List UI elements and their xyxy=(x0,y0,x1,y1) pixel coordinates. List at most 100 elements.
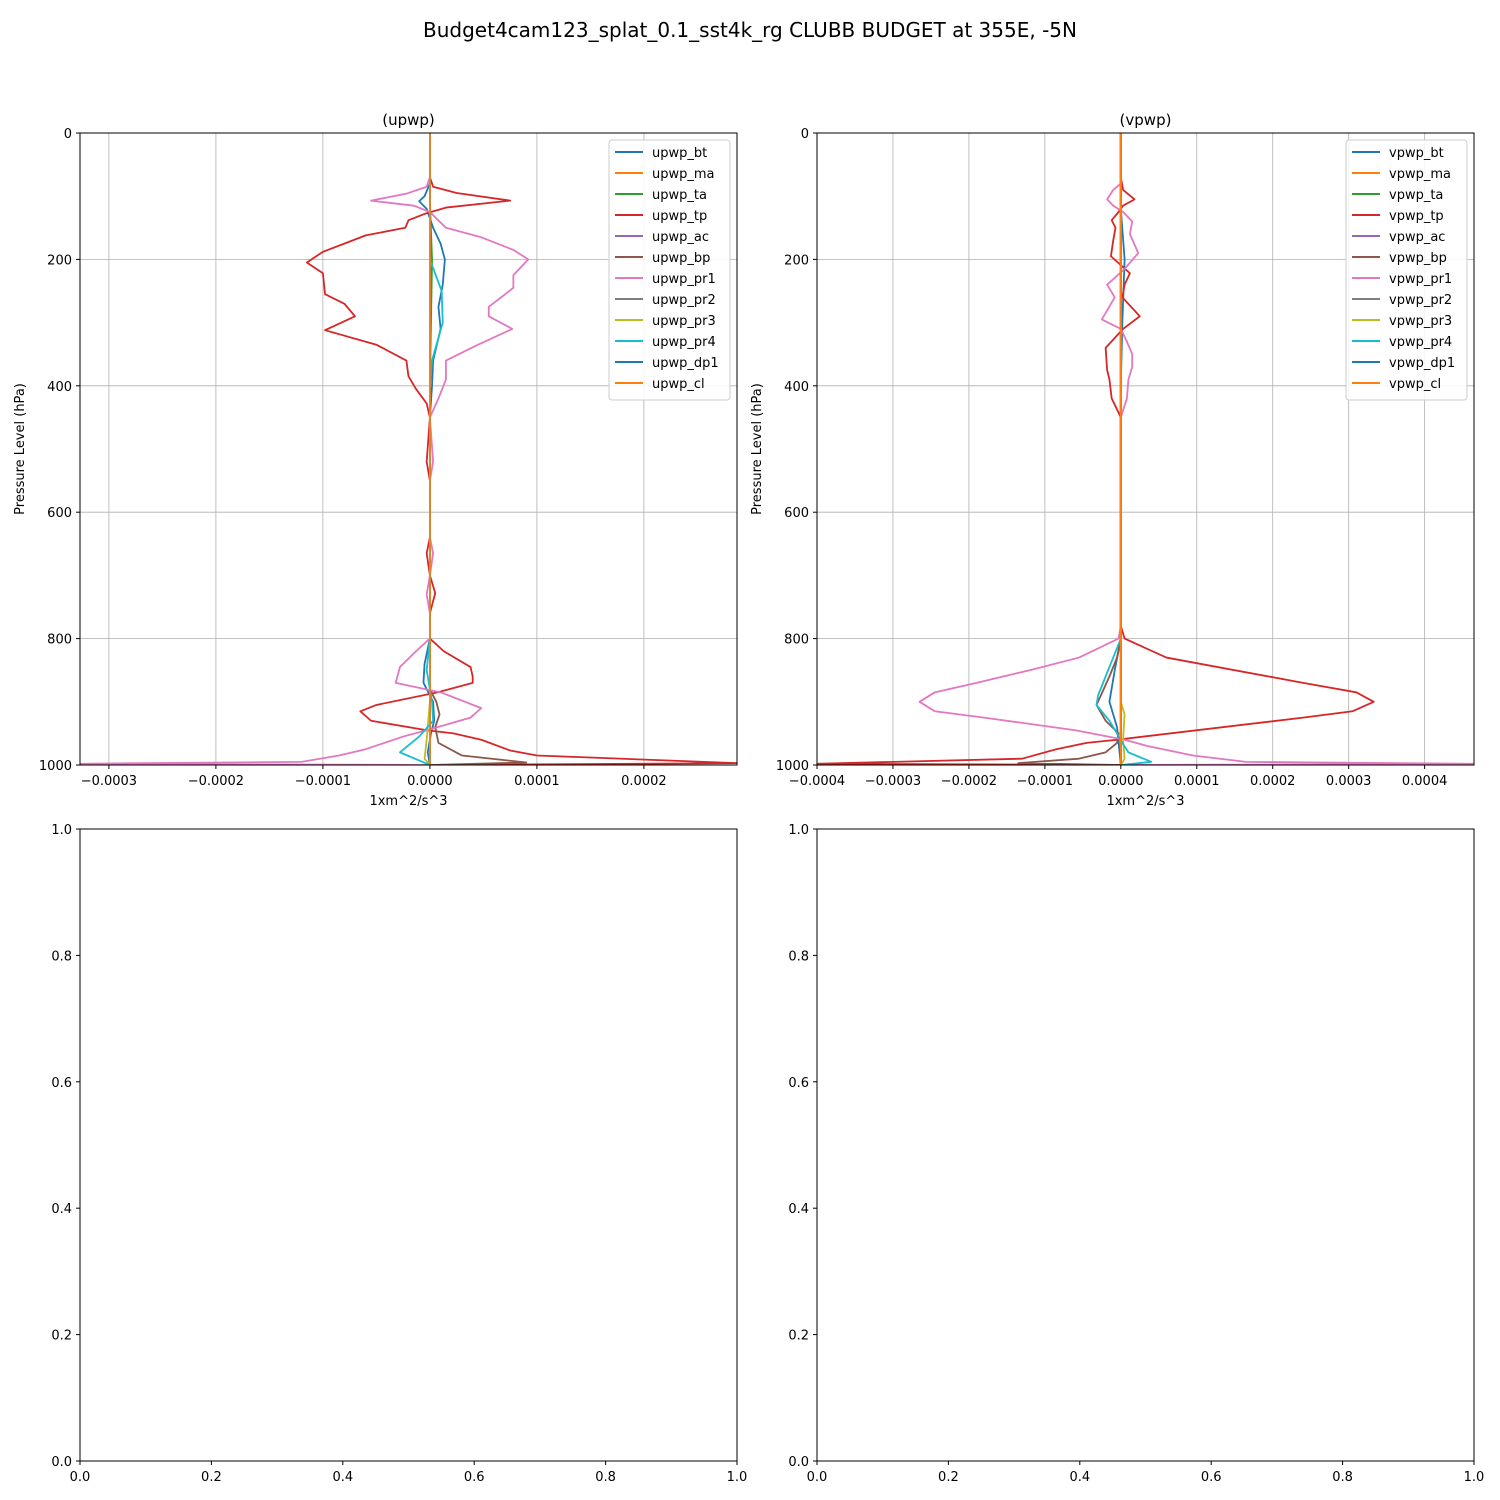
y-tick-label: 200 xyxy=(784,253,809,268)
series-group xyxy=(817,133,1474,765)
x-tick-label: 0.0004 xyxy=(1402,774,1448,789)
x-tick-label: 0.0002 xyxy=(621,774,667,789)
y-tick-label: 0.0 xyxy=(788,1455,809,1470)
x-tick-label: 0.0002 xyxy=(1250,774,1296,789)
legend-label-upwp_pr2: upwp_pr2 xyxy=(652,293,716,308)
x-tick-label: 0.8 xyxy=(1332,1470,1353,1485)
legend-label-vpwp_dp1: vpwp_dp1 xyxy=(1389,356,1455,371)
legend-label-vpwp_pr4: vpwp_pr4 xyxy=(1389,335,1452,350)
legend-label-vpwp_bp: vpwp_bp xyxy=(1389,251,1447,266)
series-line-vpwp_tp xyxy=(817,133,1375,765)
legend-label-vpwp_ta: vpwp_ta xyxy=(1389,188,1443,203)
x-tick-label: 0.6 xyxy=(464,1470,485,1485)
y-tick-label: 1.0 xyxy=(51,823,72,838)
y-axis-label: Pressure Level (hPa) xyxy=(13,383,28,515)
panel-title: (vpwp) xyxy=(1120,111,1172,129)
x-axis-label: 1xm^2/s^3 xyxy=(369,794,447,809)
y-tick-label: 0.4 xyxy=(51,1202,72,1217)
x-tick-label: 0.0 xyxy=(807,1470,828,1485)
legend-label-vpwp_ma: vpwp_ma xyxy=(1389,167,1451,182)
y-tick-label: 0.8 xyxy=(788,949,809,964)
y-tick-label: 200 xyxy=(47,253,72,268)
y-tick-label: 0.4 xyxy=(788,1202,809,1217)
y-tick-label: 0.8 xyxy=(51,949,72,964)
legend-box xyxy=(1345,139,1468,401)
legend-label-upwp_dp1: upwp_dp1 xyxy=(652,356,719,371)
legend-label-upwp_pr1: upwp_pr1 xyxy=(652,272,716,287)
legend-label-upwp_ma: upwp_ma xyxy=(652,167,715,182)
legend-label-vpwp_tp: vpwp_tp xyxy=(1389,209,1444,224)
legend-label-upwp_pr4: upwp_pr4 xyxy=(652,335,716,350)
y-tick-label: 600 xyxy=(47,506,72,521)
axes-frame xyxy=(79,132,738,766)
panel-title: (upwp) xyxy=(382,111,435,129)
y-tick-label: 0.2 xyxy=(788,1329,809,1344)
y-tick-label: 800 xyxy=(784,633,809,648)
legend-label-upwp_tp: upwp_tp xyxy=(652,209,707,224)
series-line-vpwp_pr1 xyxy=(918,133,1474,765)
legend: upwp_bt upwp_ma upwp_ta upwp_tp upwp_ac upwp_… xyxy=(608,139,731,401)
series-line-upwp_pr1 xyxy=(80,133,530,765)
x-tick-label: −0.0004 xyxy=(789,774,845,789)
chart-panel-2: −0.0004 −0.0003 −0.0002 −0.0001 0.0000 0.0001… xyxy=(750,111,1475,809)
chart-panel-4: 0.0 0.2 0.4 0.6 0.8 1.0 0.0 0.2 0.4 0.6 0.8 1.0 xyxy=(788,823,1484,1485)
legend-label-upwp_pr3: upwp_pr3 xyxy=(652,314,716,329)
x-tick-label: 1.0 xyxy=(727,1470,748,1485)
legend-label-vpwp_pr1: vpwp_pr1 xyxy=(1389,272,1452,287)
legend-label-vpwp_pr3: vpwp_pr3 xyxy=(1389,314,1452,329)
y-tick-label: 400 xyxy=(784,380,809,395)
x-tick-label: 0.6 xyxy=(1201,1470,1222,1485)
series-line-vpwp_bp xyxy=(1017,133,1122,765)
y-tick-label: 1.0 xyxy=(788,823,809,838)
x-tick-label: 0.2 xyxy=(201,1470,222,1485)
series-line-upwp_bt xyxy=(418,133,446,765)
legend-label-upwp_ac: upwp_ac xyxy=(652,230,709,245)
x-tick-label: 0.8 xyxy=(595,1470,616,1485)
y-tick-label: 1000 xyxy=(39,759,72,774)
y-tick-label: 0 xyxy=(801,127,809,142)
y-tick-label: 0.0 xyxy=(51,1455,72,1470)
x-tick-label: 0.0 xyxy=(70,1470,91,1485)
chart-panel-1: −0.0003 −0.0002 −0.0001 0.0000 0.0001 0.0002 0… xyxy=(13,111,738,809)
legend-label-upwp_bt: upwp_bt xyxy=(652,146,707,161)
x-tick-label: −0.0002 xyxy=(941,774,997,789)
legend-label-upwp_ta: upwp_ta xyxy=(652,188,707,203)
legend-label-vpwp_bt: vpwp_bt xyxy=(1389,146,1444,161)
x-tick-label: −0.0002 xyxy=(188,774,244,789)
legend-label-vpwp_pr2: vpwp_pr2 xyxy=(1389,293,1452,308)
figure-title: Budget4cam123_splat_0.1_sst4k_rg CLUBB B… xyxy=(423,18,1077,42)
chart-panel-3: 0.0 0.2 0.4 0.6 0.8 1.0 0.0 0.2 0.4 0.6 0.8 1.0 xyxy=(51,823,747,1485)
x-tick-label: 0.0000 xyxy=(1098,774,1144,789)
x-tick-label: −0.0001 xyxy=(1017,774,1073,789)
x-tick-label: 0.0003 xyxy=(1326,774,1372,789)
x-tick-label: 0.2 xyxy=(938,1470,959,1485)
axes-frame xyxy=(79,828,738,1462)
axes-frame xyxy=(816,828,1475,1462)
x-tick-label: 1.0 xyxy=(1464,1470,1485,1485)
legend-label-upwp_bp: upwp_bp xyxy=(652,251,710,266)
legend-label-vpwp_cl: vpwp_cl xyxy=(1389,377,1441,392)
legend-box xyxy=(608,139,731,401)
y-axis-label: Pressure Level (hPa) xyxy=(750,383,765,515)
x-tick-label: 0.4 xyxy=(1069,1470,1090,1485)
x-axis-label: 1xm^2/s^3 xyxy=(1106,794,1184,809)
y-tick-label: 1000 xyxy=(776,759,809,774)
y-tick-label: 600 xyxy=(784,506,809,521)
y-tick-label: 0 xyxy=(64,127,72,142)
y-tick-label: 0.6 xyxy=(788,1076,809,1091)
x-tick-label: −0.0003 xyxy=(865,774,921,789)
series-group xyxy=(80,133,737,765)
x-tick-label: 0.0000 xyxy=(407,774,453,789)
series-line-vpwp_pr4 xyxy=(1095,133,1153,765)
legend-label-upwp_cl: upwp_cl xyxy=(652,377,705,392)
x-tick-label: 0.0001 xyxy=(514,774,560,789)
x-tick-label: −0.0003 xyxy=(81,774,137,789)
legend: vpwp_bt vpwp_ma vpwp_ta vpwp_tp vpwp_ac vpwp_… xyxy=(1345,139,1468,401)
axes-frame xyxy=(816,132,1475,766)
y-tick-label: 800 xyxy=(47,633,72,648)
y-tick-label: 400 xyxy=(47,380,72,395)
x-tick-label: 0.4 xyxy=(332,1470,353,1485)
legend-label-vpwp_ac: vpwp_ac xyxy=(1389,230,1445,245)
x-tick-label: −0.0001 xyxy=(295,774,351,789)
